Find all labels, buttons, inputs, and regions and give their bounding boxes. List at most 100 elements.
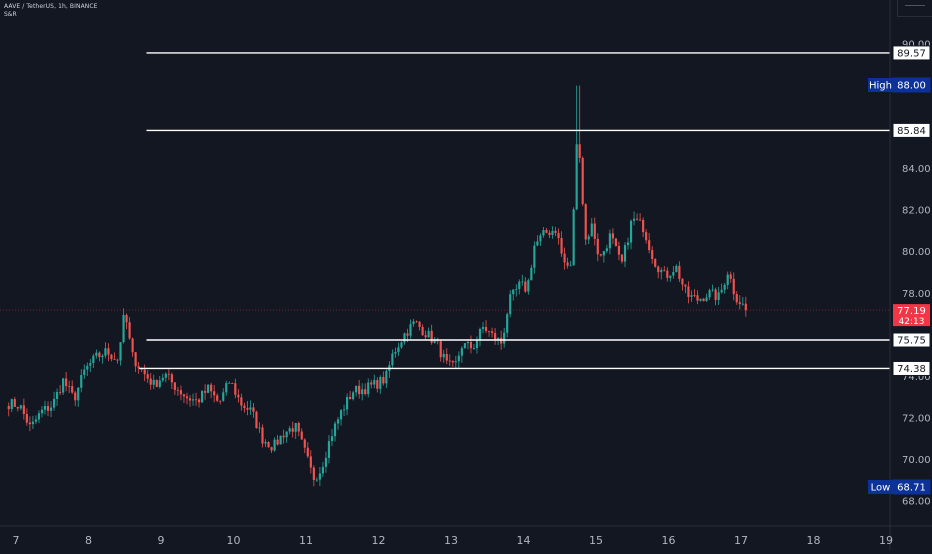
time-tick-label: 17	[734, 534, 748, 547]
candle-body	[469, 341, 473, 349]
candle-body	[231, 382, 234, 384]
candle-body	[518, 281, 521, 289]
candle-body	[481, 326, 485, 330]
candle-body	[642, 219, 645, 233]
candle-body	[330, 436, 334, 442]
candle-body	[188, 398, 192, 401]
candle-body	[116, 359, 119, 361]
time-tick-label: 16	[662, 534, 676, 547]
candle-body	[158, 380, 161, 387]
candle-body	[726, 274, 729, 285]
candle-body	[602, 251, 605, 256]
candle-body	[620, 254, 624, 262]
price-tick-label: 84.00	[902, 164, 931, 175]
candle-body	[735, 294, 738, 303]
candle-body	[744, 303, 747, 311]
candle-body	[185, 396, 189, 399]
level-badge: 85.84	[897, 126, 926, 137]
candle-body	[554, 230, 557, 233]
candle-body	[714, 289, 717, 301]
candle-body	[635, 218, 639, 220]
candle-body	[125, 314, 128, 323]
candle-body	[62, 378, 65, 393]
price-tick-label: 70.00	[902, 455, 931, 466]
candle-body	[506, 314, 509, 333]
candle-body	[575, 144, 578, 210]
candle-body	[361, 389, 364, 395]
candle-body	[487, 330, 491, 332]
candle-body	[629, 220, 633, 243]
candle-body	[584, 204, 587, 240]
candle-body	[167, 373, 170, 375]
candle-body	[345, 396, 349, 410]
candle-body	[176, 389, 180, 391]
candle-body	[527, 280, 530, 292]
candle-body	[445, 353, 448, 361]
candle-body	[454, 361, 457, 363]
badges-layer: 89.57 85.84 75.75 74.38 High 88.00 Low 68.71 77.…	[868, 45, 931, 495]
candle-body	[626, 242, 630, 246]
candle-body	[460, 348, 463, 356]
candle-body	[89, 363, 92, 366]
candle-body	[530, 267, 533, 281]
candle-body	[373, 380, 376, 385]
candle-body	[578, 144, 581, 158]
candle-body	[599, 254, 602, 256]
candle-body	[303, 439, 306, 448]
candle-body	[651, 250, 654, 259]
candle-body	[478, 329, 482, 341]
candle-body	[107, 348, 110, 355]
time-tick-label: 8	[85, 534, 92, 547]
high-label: High	[869, 81, 892, 92]
candle-body	[687, 286, 690, 297]
candle-body	[59, 392, 62, 393]
candle-body	[424, 335, 427, 338]
candle-body	[182, 394, 186, 397]
candle-body	[385, 371, 388, 384]
candle-body	[246, 408, 249, 410]
level-badge-bg	[892, 45, 931, 61]
candle-body	[110, 354, 113, 360]
scale-settings-button[interactable]	[897, 0, 932, 17]
candle-body	[161, 377, 164, 381]
time-tick-label: 18	[807, 534, 821, 547]
candle-body	[113, 359, 116, 360]
candle-body	[421, 326, 424, 336]
candle-body	[370, 382, 373, 385]
candle-body	[545, 230, 548, 233]
candle-body	[13, 399, 16, 407]
candle-body	[342, 409, 346, 411]
candle-body	[720, 289, 723, 293]
candle-body	[19, 405, 22, 409]
level-badge: 74.38	[897, 364, 926, 375]
time-tick-label: 19	[879, 534, 893, 547]
candle-body	[25, 413, 28, 423]
price-tick-label: 80.00	[902, 247, 931, 258]
candle-body	[617, 245, 621, 255]
candle-body	[16, 406, 19, 409]
candle-body	[509, 294, 512, 315]
candle-body	[240, 397, 243, 406]
candle-body	[225, 383, 228, 393]
candle-body	[693, 295, 696, 297]
indicator-label[interactable]: S&R	[4, 11, 17, 18]
time-axis: 7 8 9 10 11 12 13 14 15 16 17 18 19	[0, 525, 932, 547]
candle-body	[397, 347, 400, 353]
candle-body	[71, 386, 74, 393]
candle-body	[593, 223, 596, 239]
candle-body	[46, 405, 50, 411]
candle-body	[191, 399, 195, 401]
candle-body	[86, 365, 89, 370]
candle-body	[22, 405, 25, 414]
candle-body	[276, 439, 279, 445]
candle-body	[394, 352, 397, 354]
candle-body	[412, 321, 415, 325]
level-badge: 75.75	[897, 336, 926, 347]
candle-body	[657, 266, 660, 273]
candle-body	[222, 392, 225, 401]
candle-body	[596, 238, 599, 255]
candle-body	[409, 324, 412, 336]
candle-body	[581, 157, 584, 205]
